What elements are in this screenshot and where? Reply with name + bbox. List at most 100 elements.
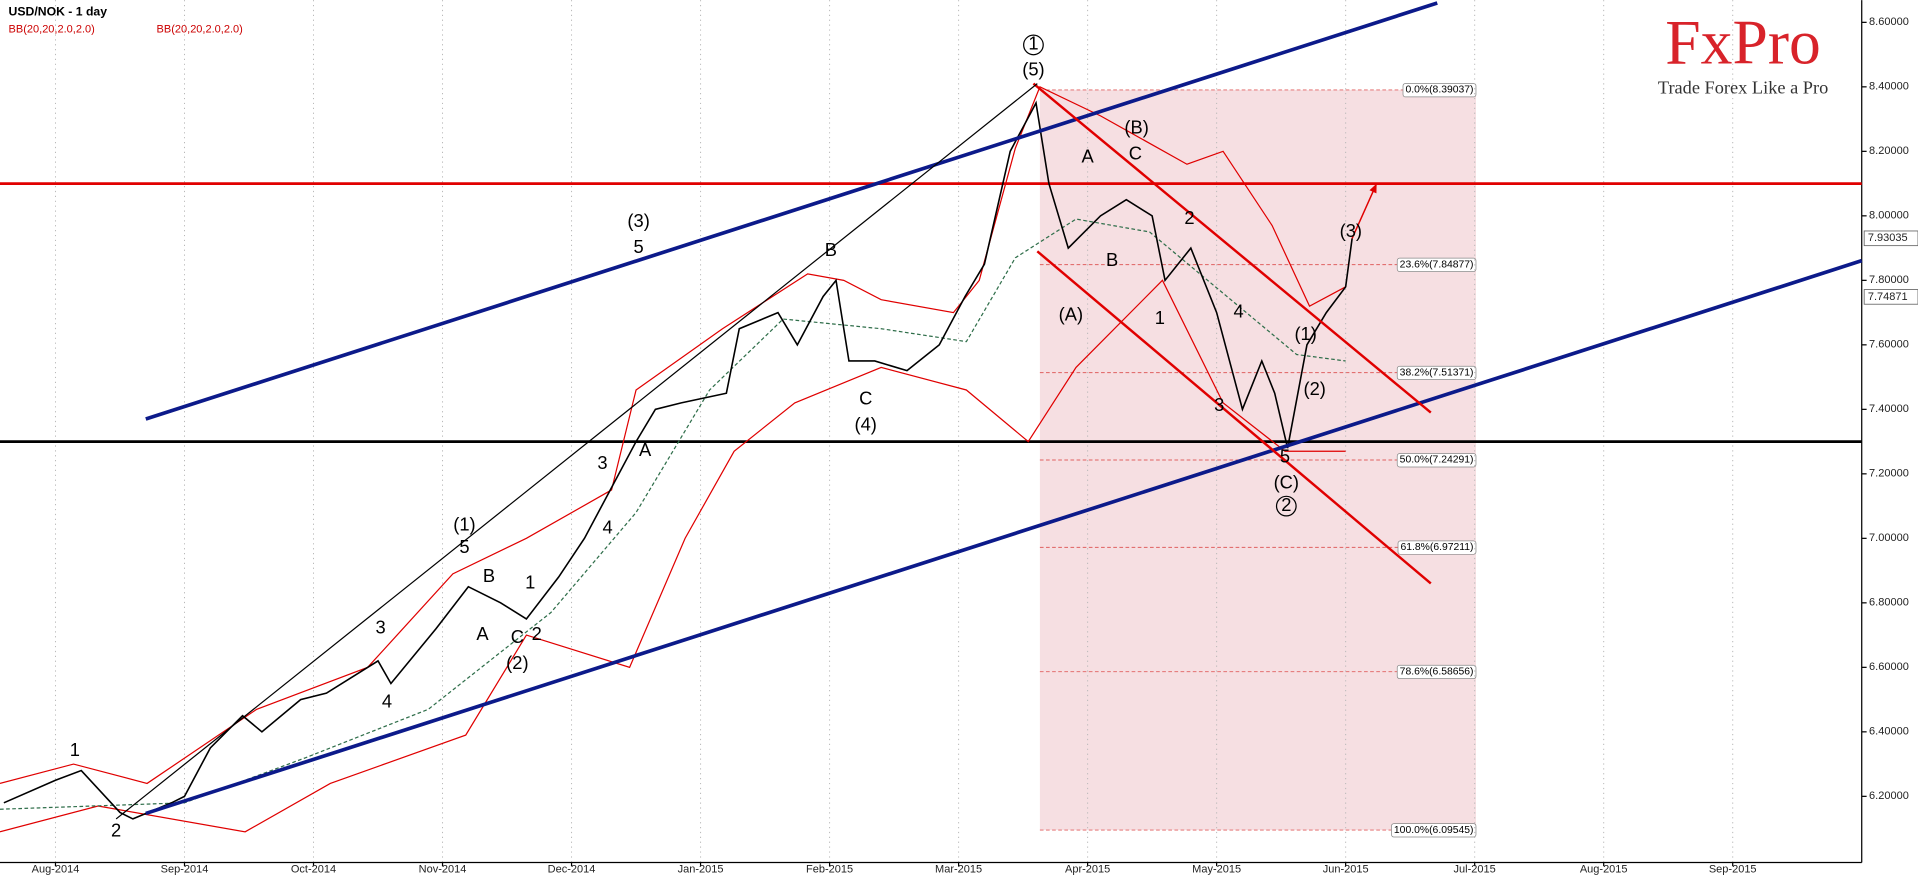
logo-brand: FxPro <box>1665 7 1821 78</box>
x-tick-label: Jul-2015 <box>1454 864 1496 876</box>
y-tick-label: 7.40000 <box>1869 403 1909 415</box>
trend-line <box>145 1 1438 421</box>
y-tick-label: 8.60000 <box>1869 16 1909 28</box>
x-tick-label: Jan-2015 <box>678 864 724 876</box>
x-tick-label: May-2015 <box>1192 864 1241 876</box>
wave-label: (3) <box>627 210 649 231</box>
wave-label: 4 <box>382 691 392 712</box>
wave-label: 5 <box>459 536 469 557</box>
x-tick-label: Sep-2015 <box>1709 864 1757 876</box>
wave-label: 2 <box>111 820 121 841</box>
x-tick-label: Jun-2015 <box>1323 864 1369 876</box>
x-tick-label: Nov-2014 <box>419 864 467 876</box>
fib-label: 100.0%(6.09545) <box>1394 825 1474 836</box>
y-tick-label: 6.80000 <box>1869 597 1909 609</box>
fib-label-box <box>1397 540 1477 555</box>
wave-label: (C) <box>1274 471 1299 492</box>
wave-label: 3 <box>1214 394 1224 415</box>
wave-label: B <box>483 565 495 586</box>
wave-label: A <box>639 439 652 460</box>
wave-label: 4 <box>1233 300 1243 321</box>
wave-label: 2 <box>532 623 542 644</box>
wave-label: 1 <box>525 571 535 592</box>
wave-label: 1 <box>1028 33 1038 54</box>
wave-label: 5 <box>1280 446 1290 467</box>
wave-label: B <box>825 239 837 260</box>
fib-label: 61.8%(6.97211) <box>1400 542 1473 553</box>
fib-label: 50.0%(7.24291) <box>1400 455 1474 466</box>
x-tick-label: Oct-2014 <box>291 864 336 876</box>
fib-label-box <box>1391 823 1477 838</box>
y-tick-label: 8.40000 <box>1869 81 1909 93</box>
wave-label: (4) <box>855 413 877 434</box>
fib-label-box <box>1402 83 1477 98</box>
x-tick-label: Feb-2015 <box>806 864 853 876</box>
wave-label: (5) <box>1022 59 1044 80</box>
forecast-arrow <box>1351 183 1378 239</box>
x-tick-label: Aug-2014 <box>32 864 80 876</box>
wave-label: (1) <box>1294 323 1316 344</box>
y-tick-label: 7.80000 <box>1869 274 1909 286</box>
wave-label: (A) <box>1059 304 1083 325</box>
fib-label: 23.6%(7.84877) <box>1400 259 1474 270</box>
trend-line <box>1032 82 1432 414</box>
fib-label: 78.6%(6.58656) <box>1400 666 1474 677</box>
logo-tagline: Trade Forex Like a Pro <box>1658 78 1828 98</box>
wave-label: 5 <box>634 236 644 257</box>
fib-label: 38.2%(7.51371) <box>1400 367 1474 378</box>
wave-label: 1 <box>1155 307 1165 328</box>
fib-label-box <box>1396 664 1477 680</box>
trend-line <box>115 83 1038 820</box>
y-tick-label: 6.20000 <box>1869 790 1909 802</box>
indicator-label: BB(20,20,2.0,2.0) <box>9 23 95 35</box>
bollinger-band <box>0 218 1346 810</box>
wave-label: 4 <box>603 517 613 538</box>
price-label-box <box>1863 230 1918 247</box>
x-tick-label: Apr-2015 <box>1065 864 1110 876</box>
trend-line <box>1036 250 1432 585</box>
bollinger-band <box>0 86 1346 785</box>
y-tick-label: 8.00000 <box>1869 210 1909 222</box>
arrow-head <box>1369 183 1377 194</box>
wave-label: A <box>1082 146 1095 167</box>
wave-label: 3 <box>597 452 607 473</box>
y-tick-label: 6.40000 <box>1869 726 1909 738</box>
wave-label: (B) <box>1124 117 1148 138</box>
y-tick-label: 6.60000 <box>1869 661 1909 673</box>
wave-label: 2 <box>1184 207 1194 228</box>
wave-label: C <box>511 626 524 647</box>
y-tick-label: 8.20000 <box>1869 145 1909 157</box>
x-tick-label: Mar-2015 <box>935 864 982 876</box>
fib-label-box <box>1396 365 1477 381</box>
y-tick-label: 7.60000 <box>1869 339 1909 351</box>
wave-label: (3) <box>1340 220 1362 241</box>
wave-label: (1) <box>453 513 475 534</box>
y-tick-label: 7.00000 <box>1869 532 1909 544</box>
price-line <box>3 100 1353 820</box>
wave-label: 3 <box>376 616 386 637</box>
x-tick-label: Aug-2015 <box>1580 864 1628 876</box>
indicator-label: BB(20,20,2.0,2.0) <box>157 23 243 35</box>
wave-label: B <box>1106 249 1118 270</box>
y-tick-label: 7.20000 <box>1869 468 1909 480</box>
trend-line <box>145 258 1863 816</box>
chart-title: USD/NOK - 1 day <box>9 5 108 19</box>
wave-label: (2) <box>506 652 528 673</box>
wave-label: C <box>859 388 872 409</box>
fib-label-box <box>1396 257 1477 272</box>
wave-label: 1 <box>70 739 80 760</box>
price-label-box <box>1863 289 1918 305</box>
x-tick-label: Dec-2014 <box>548 864 596 876</box>
fib-label-box <box>1396 453 1477 468</box>
wave-label: 2 <box>1281 494 1291 515</box>
wave-label: (2) <box>1303 378 1325 399</box>
price-label: 7.93035 <box>1868 232 1908 244</box>
wave-label: C <box>1129 142 1142 163</box>
wave-label: A <box>476 623 489 644</box>
price-label: 7.74871 <box>1868 291 1908 303</box>
x-tick-label: Sep-2014 <box>161 864 209 876</box>
fib-label: 0.0%(8.39037) <box>1405 85 1473 96</box>
wave-circle <box>1023 34 1044 56</box>
